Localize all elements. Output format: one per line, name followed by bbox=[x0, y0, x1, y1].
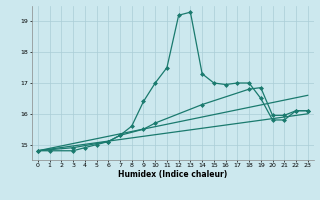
X-axis label: Humidex (Indice chaleur): Humidex (Indice chaleur) bbox=[118, 170, 228, 179]
